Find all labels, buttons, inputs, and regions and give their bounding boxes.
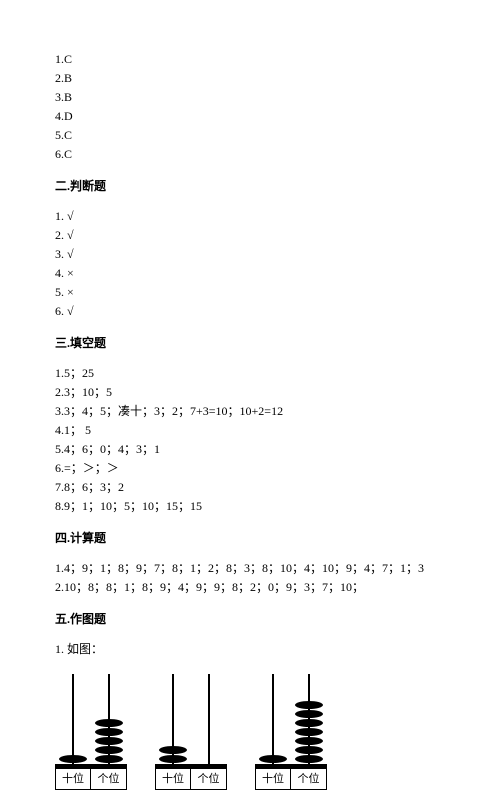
bead <box>295 719 323 727</box>
bead <box>295 701 323 709</box>
abacus-rods <box>55 674 127 764</box>
label-ones: 个位 <box>291 769 326 789</box>
answer-line: 3.3；4；5；凑十；3；2；7+3=10；10+2=12 <box>55 402 445 420</box>
bead <box>95 746 123 754</box>
section1-answers: 1.C2.B3.B4.D5.C6.C <box>55 50 445 163</box>
answer-line: 5.4；6；0；4；3；1 <box>55 440 445 458</box>
abacus-labels: 十位个位 <box>55 769 127 790</box>
answer-line: 5. × <box>55 283 445 301</box>
rod-tens <box>55 674 91 764</box>
bead <box>95 719 123 727</box>
bead <box>95 737 123 745</box>
answer-line: 2. √ <box>55 226 445 244</box>
section5-title: 五.作图题 <box>55 610 445 628</box>
answer-line: 4.1； 5 <box>55 421 445 439</box>
abacus-labels: 十位个位 <box>255 769 327 790</box>
rod-tens <box>155 674 191 764</box>
label-tens: 十位 <box>56 769 91 789</box>
label-ones: 个位 <box>191 769 226 789</box>
answer-line: 8.9；1；10；5；10；15；15 <box>55 497 445 515</box>
bead <box>159 746 187 754</box>
bead <box>159 755 187 763</box>
bead <box>295 746 323 754</box>
answer-line: 3.B <box>55 88 445 106</box>
answer-line: 2.B <box>55 69 445 87</box>
answer-line: 6.=；＞；＞ <box>55 459 445 477</box>
abacus: 十位个位 <box>255 674 327 790</box>
answer-line: 6.C <box>55 145 445 163</box>
rod-tens <box>255 674 291 764</box>
label-ones: 个位 <box>91 769 126 789</box>
abacus: 十位个位 <box>55 674 127 790</box>
answer-line: 3. √ <box>55 245 445 263</box>
abacus-labels: 十位个位 <box>155 769 227 790</box>
answer-line: 1.4；9；1；8；9；7；8；1；2；8；3；8；10；4；10；9；4；7；… <box>55 559 445 577</box>
rod-ones <box>291 674 327 764</box>
abacus-row: 十位个位十位个位十位个位 <box>55 674 445 790</box>
rod-ones <box>191 674 227 764</box>
bead <box>295 737 323 745</box>
abacus: 十位个位 <box>155 674 227 790</box>
section3-title: 三.填空题 <box>55 334 445 352</box>
bead <box>295 755 323 763</box>
abacus-rods <box>155 674 227 764</box>
answer-line: 4. × <box>55 264 445 282</box>
section2-title: 二.判断题 <box>55 177 445 195</box>
answer-line: 4.D <box>55 107 445 125</box>
answer-line: 1.5；25 <box>55 364 445 382</box>
answer-line: 5.C <box>55 126 445 144</box>
section4-title: 四.计算题 <box>55 529 445 547</box>
section2-answers: 1. √2. √3. √4. ×5. ×6. √ <box>55 207 445 320</box>
section5-item: 1. 如图： <box>55 640 445 658</box>
answer-line: 1. √ <box>55 207 445 225</box>
abacus-rods <box>255 674 327 764</box>
section3-answers: 1.5；252.3；10；53.3；4；5；凑十；3；2；7+3=10；10+2… <box>55 364 445 515</box>
bead <box>295 728 323 736</box>
bead <box>95 755 123 763</box>
answer-line: 2.3；10；5 <box>55 383 445 401</box>
label-tens: 十位 <box>256 769 291 789</box>
answer-line: 6. √ <box>55 302 445 320</box>
answer-line: 2.10；8；8；1；8；9；4；9；9；8；2；0；9；3；7；10； <box>55 578 445 596</box>
bead <box>259 755 287 763</box>
answer-line: 7.8；6；3；2 <box>55 478 445 496</box>
bead <box>59 755 87 763</box>
bead <box>295 710 323 718</box>
answer-line: 1.C <box>55 50 445 68</box>
label-tens: 十位 <box>156 769 191 789</box>
bead <box>95 728 123 736</box>
section4-answers: 1.4；9；1；8；9；7；8；1；2；8；3；8；10；4；10；9；4；7；… <box>55 559 445 596</box>
rod-ones <box>91 674 127 764</box>
